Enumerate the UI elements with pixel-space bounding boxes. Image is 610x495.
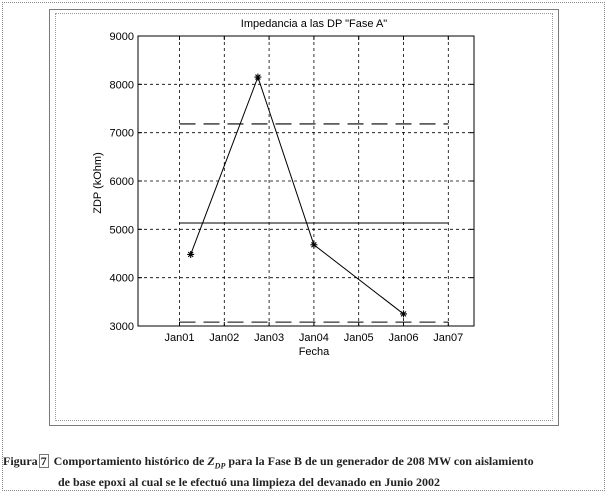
caption-subscript: DP bbox=[214, 461, 226, 471]
caption-label: Figura bbox=[3, 454, 38, 468]
axis-ticks: Jan01 Jan02 Jan03 Jan04 Jan05 Jan06 Jan07 3000 4… bbox=[110, 31, 474, 344]
figure-inner-frame bbox=[55, 13, 553, 421]
page-frame bbox=[2, 2, 605, 491]
data-point-marker bbox=[400, 310, 407, 318]
x-tick-label: Jan03 bbox=[254, 332, 284, 344]
data-point-marker bbox=[187, 250, 195, 258]
caption-text-a: Comportamiento histórico de bbox=[53, 454, 208, 468]
grid-lines bbox=[138, 35, 474, 327]
y-axis-label: ZDP (kOhm) bbox=[92, 152, 104, 214]
marker-stroke bbox=[400, 311, 407, 317]
x-tick-label: Jan05 bbox=[344, 332, 374, 344]
x-tick-label: Jan04 bbox=[299, 332, 329, 344]
data-series bbox=[179, 73, 449, 323]
marker-stroke bbox=[187, 251, 194, 258]
x-axis-label: Fecha bbox=[299, 346, 330, 358]
caption-figure-number[interactable]: 7 bbox=[38, 454, 49, 468]
caption-symbol: Z bbox=[207, 454, 215, 468]
y-tick-label: 6000 bbox=[110, 176, 134, 188]
data-point-marker bbox=[254, 73, 262, 81]
data-point-marker bbox=[310, 241, 318, 249]
y-tick-label: 9000 bbox=[110, 31, 134, 43]
x-tick-label: Jan02 bbox=[209, 332, 239, 344]
y-tick-label: 5000 bbox=[110, 224, 134, 236]
y-tick-label: 8000 bbox=[110, 79, 134, 91]
series-line-1 bbox=[190, 75, 404, 315]
x-tick-label: Jan07 bbox=[433, 332, 463, 344]
figure-frame bbox=[49, 9, 559, 426]
x-tick-label: Jan01 bbox=[165, 332, 195, 344]
y-tick-label: 7000 bbox=[110, 128, 134, 140]
y-tick-label: 4000 bbox=[110, 273, 134, 285]
caption-text-line2: de base epoxi al cual se le efectuó una … bbox=[58, 475, 441, 490]
marker-stroke bbox=[255, 74, 261, 80]
figure-caption: Figura 7 Comportamiento histórico de ZDP … bbox=[3, 453, 607, 490]
x-tick-label: Jan06 bbox=[389, 332, 419, 344]
chart-title: Impedancia a las DP "Fase A" bbox=[241, 18, 388, 30]
y-tick-label: 3000 bbox=[110, 321, 134, 333]
caption-text-b: para la Fase B de un generador de 208 MW… bbox=[225, 454, 534, 468]
marker-stroke bbox=[311, 241, 317, 248]
